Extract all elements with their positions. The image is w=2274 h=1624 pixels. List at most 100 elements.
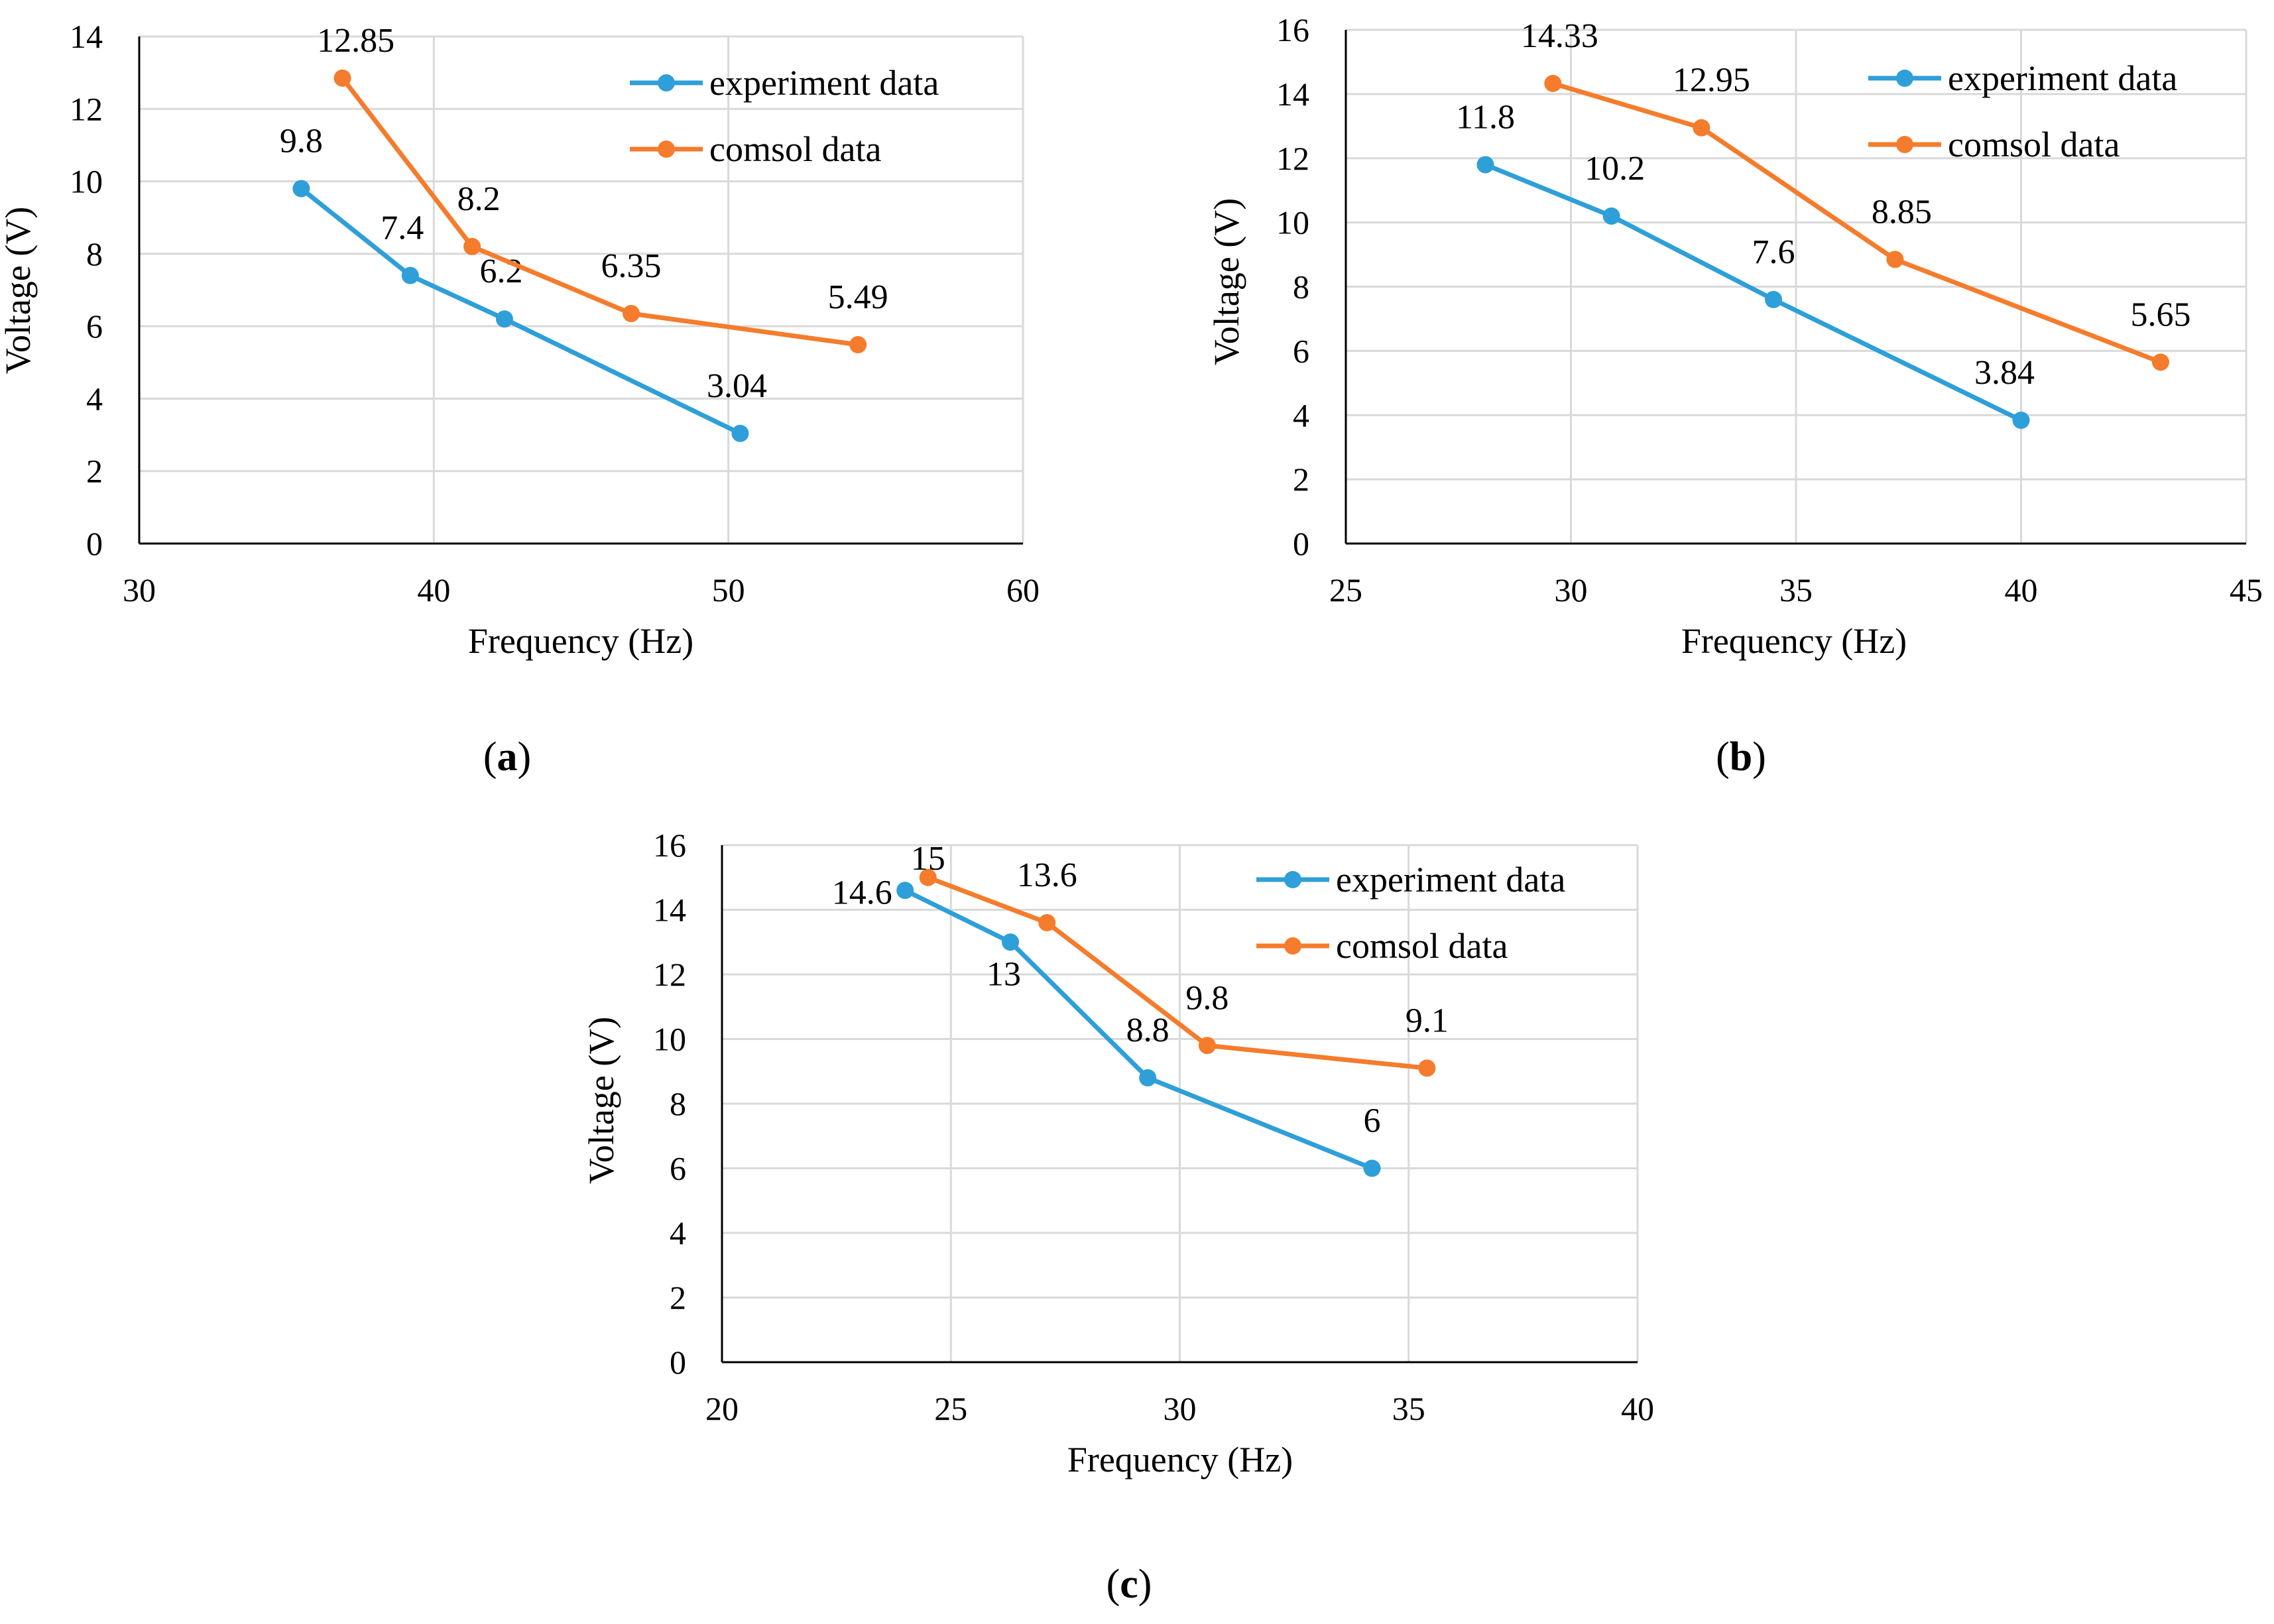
x-tick-label: 20	[705, 1390, 739, 1427]
y-tick-label: 16	[1276, 11, 1309, 48]
y-tick-label: 2	[1293, 461, 1309, 498]
data-point-comsol	[1886, 251, 1904, 268]
chart-panel-c: 0 2 4 6 8 10 12 14 16 20 25 30 35 40 Frequency (Hz) Vol…	[581, 827, 1654, 1479]
y-tick-label: 8	[86, 235, 103, 272]
data-label-comsol: 12.85	[317, 22, 394, 60]
data-point-comsol	[1038, 914, 1056, 931]
data-point-experiment	[1602, 207, 1620, 225]
data-label-comsol: 15	[911, 840, 945, 878]
data-label-comsol: 13.6	[1017, 856, 1077, 894]
y-tick-label: 12	[1276, 140, 1309, 177]
data-point-experiment	[401, 266, 419, 284]
series-line-comsol	[1550, 81, 2163, 365]
y-tick-label: 4	[86, 380, 103, 417]
data-label-experiment: 11.8	[1456, 98, 1515, 136]
data-label-experiment: 9.8	[280, 123, 323, 160]
panel-label-c-open: (	[1107, 1562, 1120, 1607]
x-tick-label: 35	[1779, 571, 1813, 609]
x-tick-label: 45	[2230, 571, 2263, 609]
legend-marker-comsol	[1284, 937, 1301, 955]
y-tick-label: 4	[1293, 396, 1309, 434]
data-label-comsol: 5.65	[2130, 296, 2190, 333]
panel-label-a-letter: a	[497, 734, 518, 780]
y-tick-label: 14	[653, 892, 686, 929]
data-label-experiment: 3.04	[707, 367, 767, 405]
y-axis-title: Voltage (V)	[581, 1017, 621, 1184]
panel-label-a: (a)	[483, 734, 531, 780]
legend-marker-experiment	[1284, 871, 1301, 888]
data-point-experiment	[292, 180, 310, 198]
legend-label-experiment: experiment data	[1336, 860, 1565, 899]
data-point-experiment	[1363, 1159, 1381, 1177]
y-axis-title: Voltage (V)	[1207, 198, 1246, 365]
x-tick-label: 50	[712, 571, 745, 609]
y-tick-label: 6	[1293, 332, 1309, 369]
data-label-experiment: 6	[1364, 1102, 1381, 1140]
y-tick-label: 12	[653, 956, 686, 993]
panel-label-c-close: )	[1138, 1562, 1152, 1607]
legend-label-experiment: experiment data	[1948, 58, 2177, 98]
y-tick-label: 14	[70, 18, 103, 55]
series-line-comsol	[340, 76, 861, 347]
legend-label-experiment: experiment data	[709, 63, 939, 103]
data-label-experiment: 8.8	[1126, 1012, 1169, 1049]
data-point-experiment	[2012, 412, 2030, 429]
x-tick-label: 40	[417, 571, 450, 609]
y-tick-label: 0	[86, 525, 103, 562]
panel-label-c: (c)	[1107, 1562, 1152, 1607]
x-tick-label: 35	[1392, 1390, 1425, 1427]
legend-label-comsol: comsol data	[1948, 125, 2120, 164]
panel-label-c-letter: c	[1120, 1562, 1138, 1607]
y-tick-label: 0	[1293, 525, 1309, 562]
legend-marker-experiment	[658, 74, 675, 91]
x-axis-title: Frequency (Hz)	[1681, 621, 1907, 661]
x-tick-label: 30	[123, 571, 156, 609]
panel-label-a-open: (	[483, 734, 497, 780]
x-axis-title: Frequency (Hz)	[1067, 1440, 1293, 1479]
y-tick-label: 12	[70, 90, 103, 127]
data-label-experiment: 14.6	[832, 874, 892, 911]
y-tick-label: 8	[670, 1085, 686, 1122]
data-point-experiment	[1002, 933, 1020, 951]
data-point-comsol	[333, 69, 351, 87]
data-point-experiment	[495, 310, 513, 328]
data-point-experiment	[731, 424, 749, 442]
series-line-experiment	[298, 186, 743, 436]
data-label-experiment: 10.2	[1585, 150, 1645, 188]
y-tick-label: 4	[670, 1214, 686, 1251]
series-line-experiment	[902, 888, 1375, 1171]
panel-label-b: (b)	[1716, 734, 1766, 780]
y-tick-label: 10	[1276, 204, 1309, 241]
data-point-experiment	[1139, 1069, 1157, 1086]
data-label-comsol: 9.1	[1406, 1002, 1449, 1039]
x-tick-label: 30	[1164, 1390, 1197, 1427]
data-label-experiment: 7.4	[381, 209, 424, 247]
data-point-experiment	[896, 882, 914, 899]
data-label-comsol: 14.33	[1521, 17, 1598, 55]
data-point-comsol	[1693, 119, 1710, 137]
y-tick-label: 6	[670, 1150, 686, 1187]
chart-panel-a: 0 2 4 6 8 10 12 14 30 40 50 60 Frequency (Hz) Voltage…	[0, 18, 1040, 661]
y-axis-title: Voltage (V)	[0, 207, 38, 374]
y-tick-label: 14	[1276, 76, 1309, 113]
data-point-comsol	[2151, 353, 2169, 371]
x-tick-label: 40	[1621, 1390, 1654, 1427]
data-point-comsol	[1198, 1037, 1216, 1055]
chart-panel-b: 0 2 4 6 8 10 12 14 16 25 30 35 40 45 Frequency (Hz) Vol…	[1207, 11, 2263, 661]
data-label-comsol: 6.35	[601, 247, 662, 285]
x-tick-label: 60	[1006, 571, 1040, 609]
data-label-experiment: 3.84	[1974, 354, 2035, 392]
panel-label-b-letter: b	[1730, 734, 1752, 780]
legend-marker-comsol	[1896, 136, 1913, 153]
data-point-experiment	[1765, 290, 1783, 308]
data-point-comsol	[1544, 74, 1562, 92]
panel-label-a-close: )	[518, 734, 532, 780]
data-label-comsol: 8.85	[1872, 193, 1932, 231]
data-label-comsol: 8.2	[457, 180, 501, 218]
x-tick-label: 40	[2005, 571, 2038, 609]
data-label-comsol: 5.49	[828, 278, 888, 316]
x-tick-label: 25	[934, 1390, 967, 1427]
legend-marker-comsol	[658, 141, 675, 158]
data-point-comsol	[919, 868, 937, 886]
